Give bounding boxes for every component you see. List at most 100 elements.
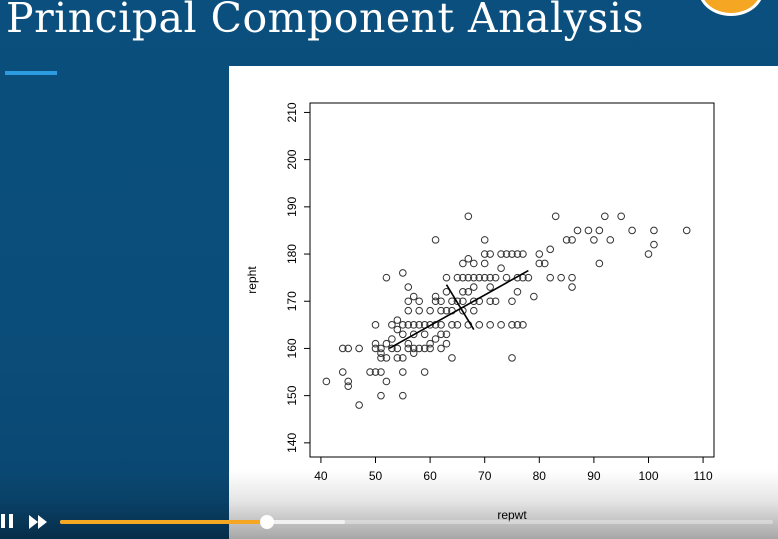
data-point — [399, 330, 407, 339]
data-point — [420, 344, 429, 353]
pause-button[interactable] — [0, 514, 16, 528]
data-point — [442, 273, 451, 282]
data-point — [409, 292, 418, 301]
data-point — [513, 321, 522, 329]
data-point — [480, 259, 489, 268]
data-point — [344, 344, 353, 353]
data-point — [475, 273, 484, 282]
data-point — [486, 250, 494, 258]
data-point — [388, 335, 396, 343]
data-point — [344, 382, 353, 391]
data-points — [322, 212, 691, 409]
data-point — [491, 297, 500, 306]
data-point — [442, 288, 451, 296]
data-point — [377, 344, 385, 353]
data-point — [491, 273, 500, 282]
data-point — [382, 339, 391, 348]
data-point — [480, 273, 489, 282]
y-tick-label: 200 — [285, 149, 299, 169]
x-tick-label: 70 — [478, 469, 492, 483]
data-point — [431, 292, 440, 301]
data-point — [371, 368, 380, 376]
data-point — [393, 316, 402, 324]
data-point — [486, 297, 494, 306]
data-point — [409, 349, 418, 357]
data-point — [322, 377, 331, 386]
data-point — [459, 259, 467, 268]
data-point — [371, 321, 380, 329]
data-point — [377, 354, 385, 362]
data-point — [409, 330, 418, 339]
data-point — [502, 273, 511, 282]
data-point — [459, 273, 467, 282]
data-point — [404, 306, 413, 315]
data-point — [486, 321, 494, 329]
data-point — [409, 344, 418, 353]
fast-forward-button[interactable] — [29, 514, 49, 529]
data-point — [426, 344, 434, 353]
data-point — [508, 297, 516, 306]
y-tick-label: 170 — [285, 291, 299, 311]
data-point — [568, 283, 576, 291]
data-point — [404, 321, 413, 329]
data-point — [535, 250, 544, 258]
data-point — [415, 344, 423, 353]
fast-forward-icon — [29, 515, 47, 529]
data-point — [606, 236, 615, 244]
x-tick-label: 100 — [638, 469, 658, 483]
data-point — [382, 354, 391, 362]
data-point — [480, 250, 489, 258]
progress-handle[interactable] — [259, 515, 274, 529]
y-axis-label: repht — [245, 266, 259, 294]
data-point — [448, 297, 456, 306]
data-point — [497, 250, 505, 258]
principal-component-2-line — [445, 284, 475, 330]
x-tick-label: 80 — [533, 469, 547, 483]
x-tick-label: 60 — [423, 469, 437, 483]
data-point — [377, 349, 385, 357]
title-accent-line — [5, 71, 57, 75]
data-point — [371, 339, 380, 348]
data-point — [650, 240, 658, 249]
progress-bar — [60, 520, 267, 524]
data-point — [469, 259, 478, 268]
data-point — [628, 226, 636, 235]
data-point — [366, 368, 374, 376]
data-point — [469, 297, 478, 306]
data-point — [497, 264, 505, 272]
y-axis: 140 150 160 170 180 190 200 210 — [285, 102, 310, 453]
data-point — [469, 306, 478, 315]
y-tick-label: 190 — [285, 197, 299, 217]
data-point — [415, 321, 423, 329]
x-tick-label: 50 — [369, 469, 383, 483]
data-point — [442, 306, 451, 315]
data-point — [475, 321, 484, 329]
data-point — [551, 212, 560, 221]
data-point — [519, 321, 527, 329]
data-point — [431, 335, 440, 343]
data-point — [355, 401, 363, 409]
data-point — [459, 288, 467, 296]
data-point — [393, 325, 402, 334]
progress-track[interactable] — [60, 515, 773, 529]
data-point — [480, 236, 489, 244]
data-point — [508, 250, 516, 258]
data-point — [519, 250, 527, 258]
y-tick-label: 140 — [285, 433, 299, 453]
data-point — [415, 306, 423, 315]
data-point — [399, 354, 407, 362]
data-point — [399, 368, 407, 376]
data-point — [409, 321, 418, 329]
data-point — [437, 344, 445, 353]
data-point — [469, 283, 478, 291]
data-point — [464, 288, 473, 296]
data-point — [546, 245, 555, 254]
data-point — [557, 273, 565, 282]
data-point — [371, 344, 380, 353]
data-point — [393, 344, 402, 353]
data-point — [388, 344, 396, 353]
data-point — [448, 321, 456, 329]
data-point — [426, 339, 434, 348]
data-point — [404, 344, 413, 353]
